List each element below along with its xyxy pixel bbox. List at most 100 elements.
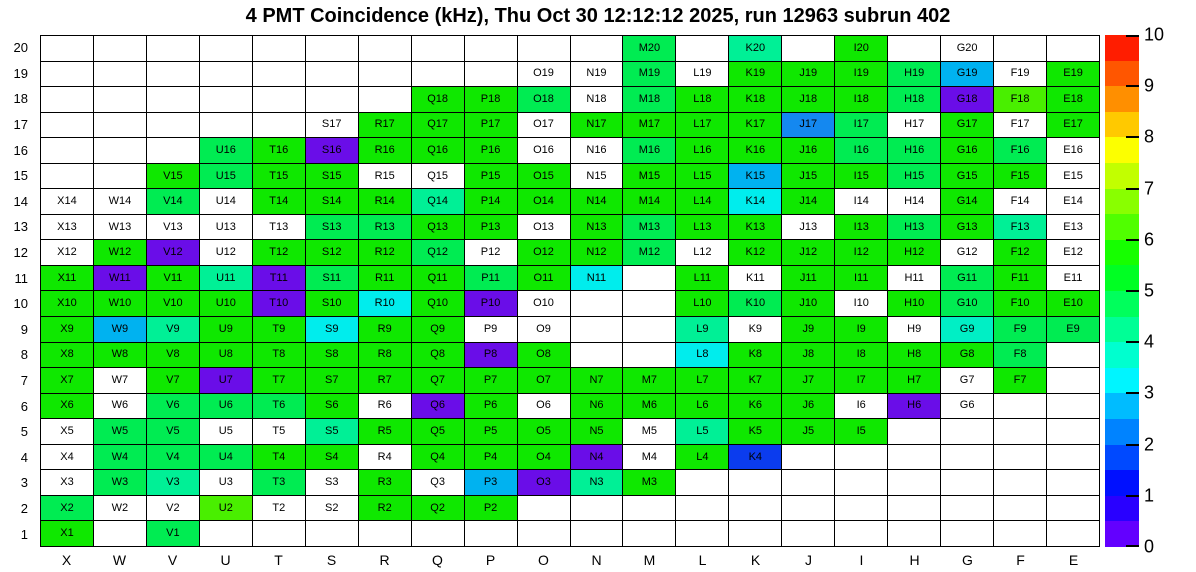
y-axis-label: 5 <box>20 424 28 440</box>
x-axis-label: J <box>805 552 812 568</box>
heatmap-cell: O18 <box>517 87 570 112</box>
heatmap-cell: V13 <box>146 214 199 240</box>
heatmap-cell: V8 <box>146 342 199 368</box>
colorbar-band <box>1105 60 1139 87</box>
colorbar-tick-label: 4 <box>1144 331 1155 352</box>
heatmap-cell: R6 <box>358 393 411 419</box>
heatmap-cell: I9 <box>835 317 888 342</box>
heatmap-cell: G17 <box>941 112 994 138</box>
heatmap-cell: O12 <box>517 240 570 265</box>
colorbar-band <box>1105 265 1139 291</box>
heatmap-cell <box>252 521 305 546</box>
heatmap-cell: U14 <box>199 189 252 214</box>
heatmap-cell: P5 <box>464 419 517 444</box>
heatmap-cell: L17 <box>676 112 729 138</box>
heatmap-cell: P2 <box>464 495 517 521</box>
heatmap-cell <box>252 87 305 112</box>
colorbar-tick-label: 2 <box>1144 434 1155 455</box>
heatmap-cell: J5 <box>782 419 835 444</box>
heatmap-cell: W4 <box>93 444 146 470</box>
heatmap-cell: J10 <box>782 291 835 317</box>
heatmap-cell: O10 <box>517 291 570 317</box>
colorbar-band <box>1105 316 1139 343</box>
heatmap-cell: T15 <box>252 163 305 189</box>
y-axis-label: 10 <box>13 296 28 312</box>
heatmap-cell: T11 <box>252 265 305 291</box>
heatmap-cell: T16 <box>252 138 305 163</box>
heatmap-cell: K12 <box>729 240 782 265</box>
heatmap-cell: N12 <box>570 240 623 265</box>
heatmap-cell: R4 <box>358 444 411 470</box>
heatmap-cell: I15 <box>835 163 888 189</box>
x-axis-label: U <box>220 552 231 568</box>
heatmap-cell: Q15 <box>411 163 464 189</box>
heatmap-cell: I5 <box>835 419 888 444</box>
heatmap-cell: Q9 <box>411 317 464 342</box>
heatmap-cell: K5 <box>729 419 782 444</box>
heatmap-cell <box>570 36 623 61</box>
heatmap-cell <box>146 36 199 61</box>
heatmap-cell: K9 <box>729 317 782 342</box>
y-axis-label: 7 <box>20 373 28 389</box>
colorbar-tick-label: 1 <box>1144 485 1155 506</box>
heatmap-cell: R12 <box>358 240 411 265</box>
x-axis-label: N <box>591 552 602 568</box>
heatmap-cell: J12 <box>782 240 835 265</box>
heatmap-cell: X10 <box>41 291 93 317</box>
heatmap-cell <box>1047 444 1099 470</box>
heatmap-cell: Q8 <box>411 342 464 368</box>
plot-title: 4 PMT Coincidence (kHz), Thu Oct 30 12:1… <box>245 5 951 27</box>
heatmap-cell: Q11 <box>411 265 464 291</box>
heatmap-cell: L9 <box>676 317 729 342</box>
heatmap-cell: X4 <box>41 444 93 470</box>
heatmap-cell: L15 <box>676 163 729 189</box>
y-axis-label: 13 <box>13 219 28 235</box>
heatmap-cell: P11 <box>464 265 517 291</box>
heatmap-cell <box>941 470 994 495</box>
heatmap-cell: P7 <box>464 368 517 393</box>
heatmap-cell: X6 <box>41 393 93 419</box>
heatmap-cell <box>1047 368 1099 393</box>
heatmap-cell: J16 <box>782 138 835 163</box>
heatmap-cell <box>941 444 994 470</box>
heatmap-cell: J9 <box>782 317 835 342</box>
heatmap-cell: W10 <box>93 291 146 317</box>
heatmap-cell: X3 <box>41 470 93 495</box>
heatmap-cell: S7 <box>305 368 358 393</box>
heatmap-cell: R17 <box>358 112 411 138</box>
heatmap-cell: X13 <box>41 214 93 240</box>
x-axis-label: H <box>909 552 920 568</box>
heatmap-cell <box>994 444 1047 470</box>
heatmap-cell: V1 <box>146 521 199 546</box>
heatmap-cell: Q16 <box>411 138 464 163</box>
heatmap-cell: U8 <box>199 342 252 368</box>
colorbar-band <box>1105 214 1139 240</box>
colorbar-tick-label: 9 <box>1144 75 1155 96</box>
heatmap-cell: S6 <box>305 393 358 419</box>
heatmap-cell: M6 <box>623 393 676 419</box>
colorbar-tick-labels: 0 1 2 3 4 5 6 7 8 9 10 <box>1144 25 1194 557</box>
heatmap-cell <box>570 342 623 368</box>
heatmap-cell <box>464 61 517 87</box>
heatmap-cell <box>782 521 835 546</box>
heatmap-cell: H15 <box>888 163 941 189</box>
heatmap-cell: F9 <box>994 317 1047 342</box>
heatmap-cell: P8 <box>464 342 517 368</box>
heatmap-cell: P4 <box>464 444 517 470</box>
heatmap-cell <box>199 61 252 87</box>
heatmap-cell: N13 <box>570 214 623 240</box>
heatmap-cell: K10 <box>729 291 782 317</box>
heatmap-cell: F19 <box>994 61 1047 87</box>
heatmap-cell <box>199 36 252 61</box>
colorbar-band <box>1105 342 1139 368</box>
heatmap-cell: G10 <box>941 291 994 317</box>
heatmap-cell <box>570 521 623 546</box>
heatmap-cell: K7 <box>729 368 782 393</box>
heatmap-cell: M18 <box>623 87 676 112</box>
heatmap-cell: I18 <box>835 87 888 112</box>
heatmap-cell: P10 <box>464 291 517 317</box>
heatmap-cell <box>623 495 676 521</box>
heatmap-cell <box>782 470 835 495</box>
heatmap-cell: R10 <box>358 291 411 317</box>
heatmap-cell: W5 <box>93 419 146 444</box>
